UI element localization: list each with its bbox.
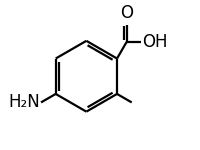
Text: OH: OH xyxy=(142,33,168,51)
Text: O: O xyxy=(120,4,133,22)
Text: H₂N: H₂N xyxy=(8,93,40,111)
